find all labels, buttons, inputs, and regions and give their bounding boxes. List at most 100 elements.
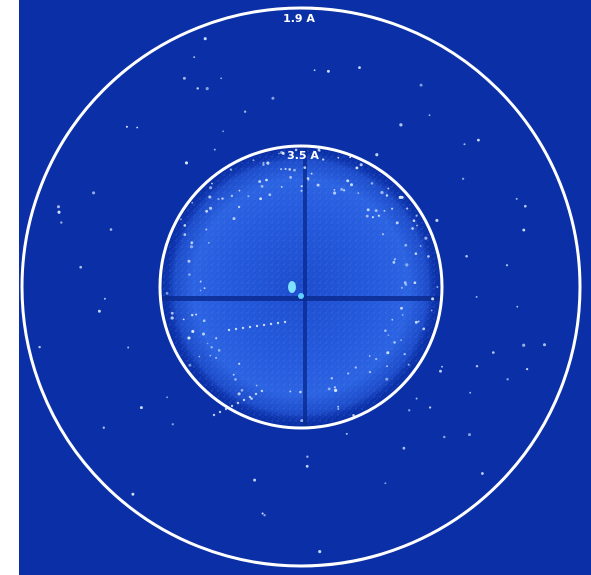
diffraction-spot <box>284 167 287 171</box>
diffraction-spot <box>191 329 195 333</box>
diffraction-spot <box>386 351 390 355</box>
diffraction-spot <box>461 177 465 180</box>
diffraction-spot <box>343 189 346 192</box>
diffraction-spot <box>199 289 202 292</box>
diffraction-spot <box>187 259 191 263</box>
diffraction-spot <box>516 305 519 308</box>
diffraction-spot <box>350 183 353 187</box>
diffraction-spot <box>242 398 246 402</box>
diffraction-spot <box>271 96 275 100</box>
diffraction-spot <box>266 161 270 165</box>
diffraction-spot <box>201 332 206 336</box>
diffraction-spot <box>300 189 303 192</box>
diffraction-spot <box>402 446 406 450</box>
diffraction-spot <box>411 227 414 230</box>
diffraction-spot <box>237 392 241 396</box>
diffraction-spot <box>404 243 408 247</box>
diffraction-spot <box>182 76 186 80</box>
diffraction-spot <box>310 172 313 175</box>
diffraction-spot <box>430 309 433 312</box>
diffraction-spot <box>247 195 250 198</box>
diffraction-spot <box>306 177 310 180</box>
diffraction-spot <box>441 365 443 368</box>
diffraction-spot <box>299 390 302 394</box>
diffraction-spot <box>414 252 418 255</box>
diffraction-spot <box>208 195 212 199</box>
diffraction-spot <box>252 159 255 162</box>
diffraction-spot <box>212 413 216 417</box>
diffraction-spot <box>283 320 287 324</box>
diffraction-spot <box>393 341 396 344</box>
diffraction-spot <box>413 281 417 285</box>
ring-3-5-a <box>158 144 444 430</box>
diffraction-spot <box>358 66 361 69</box>
diffraction-spot <box>384 482 387 485</box>
diffraction-spot <box>322 158 325 161</box>
diffraction-spot <box>190 241 194 245</box>
diffraction-spot <box>468 433 471 437</box>
diffraction-spot <box>416 224 418 227</box>
diffraction-spot <box>288 168 291 171</box>
diffraction-spot <box>347 372 350 375</box>
diffraction-spot <box>394 257 397 260</box>
diffraction-spot <box>196 87 199 90</box>
diffraction-image: 1.9 A 3.5 A <box>19 0 591 575</box>
diffraction-spot <box>403 281 407 284</box>
diffraction-spot <box>38 345 41 349</box>
diffraction-spot <box>289 390 292 393</box>
diffraction-spot <box>262 323 266 327</box>
diffraction-spot <box>317 148 321 152</box>
diffraction-spot <box>102 426 105 429</box>
diffraction-spot <box>419 244 422 247</box>
diffraction-spot <box>255 384 258 387</box>
diffraction-spot <box>383 209 386 212</box>
diffraction-spot <box>280 151 283 154</box>
diffraction-spot <box>289 176 292 179</box>
diffraction-spot <box>492 351 495 354</box>
diffraction-spot <box>202 319 206 323</box>
diffraction-spot <box>368 370 372 374</box>
diffraction-spot <box>165 292 169 295</box>
diffraction-spot <box>262 163 265 166</box>
diffraction-spot <box>300 185 303 188</box>
diffraction-spot <box>346 179 350 183</box>
diffraction-spot <box>465 255 468 258</box>
diffraction-spot <box>469 391 472 394</box>
diffraction-spot <box>318 550 322 554</box>
diffraction-spot <box>253 478 257 482</box>
diffraction-spot <box>400 286 404 289</box>
diffraction-spot <box>260 389 264 393</box>
diffraction-spot <box>125 125 128 128</box>
diffraction-spot <box>403 352 406 356</box>
diffraction-spot <box>313 69 316 72</box>
diffraction-spot <box>377 214 380 217</box>
diffraction-spot <box>524 204 527 208</box>
diffraction-spot <box>265 178 268 182</box>
diffraction-spot <box>391 318 394 321</box>
diffraction-spot <box>183 224 187 227</box>
diffraction-spot <box>232 217 236 221</box>
diffraction-spot <box>395 221 399 225</box>
diffraction-spot <box>166 396 169 399</box>
diffraction-spot <box>337 405 340 408</box>
diffraction-spot <box>300 419 304 423</box>
diffraction-spot <box>237 205 241 209</box>
diffraction-spot <box>399 123 403 127</box>
diffraction-spot <box>349 156 352 159</box>
diffraction-spot <box>412 219 416 223</box>
diffraction-spot <box>375 357 378 361</box>
diffraction-spot <box>261 512 264 515</box>
diffraction-spot <box>203 37 207 41</box>
diffraction-spot <box>408 409 411 412</box>
diffraction-pattern: 1.9 A 3.5 A <box>19 0 591 575</box>
diffraction-spot <box>229 168 233 171</box>
diffraction-spot <box>213 148 216 151</box>
diffraction-spot <box>330 377 333 380</box>
diffraction-spot <box>210 346 213 349</box>
diffraction-spot <box>171 423 174 426</box>
diffraction-spot <box>248 395 252 399</box>
diffraction-spot <box>179 218 182 221</box>
diffraction-spot <box>188 273 191 276</box>
diffraction-spot <box>205 87 209 91</box>
diffraction-spot <box>254 392 258 396</box>
